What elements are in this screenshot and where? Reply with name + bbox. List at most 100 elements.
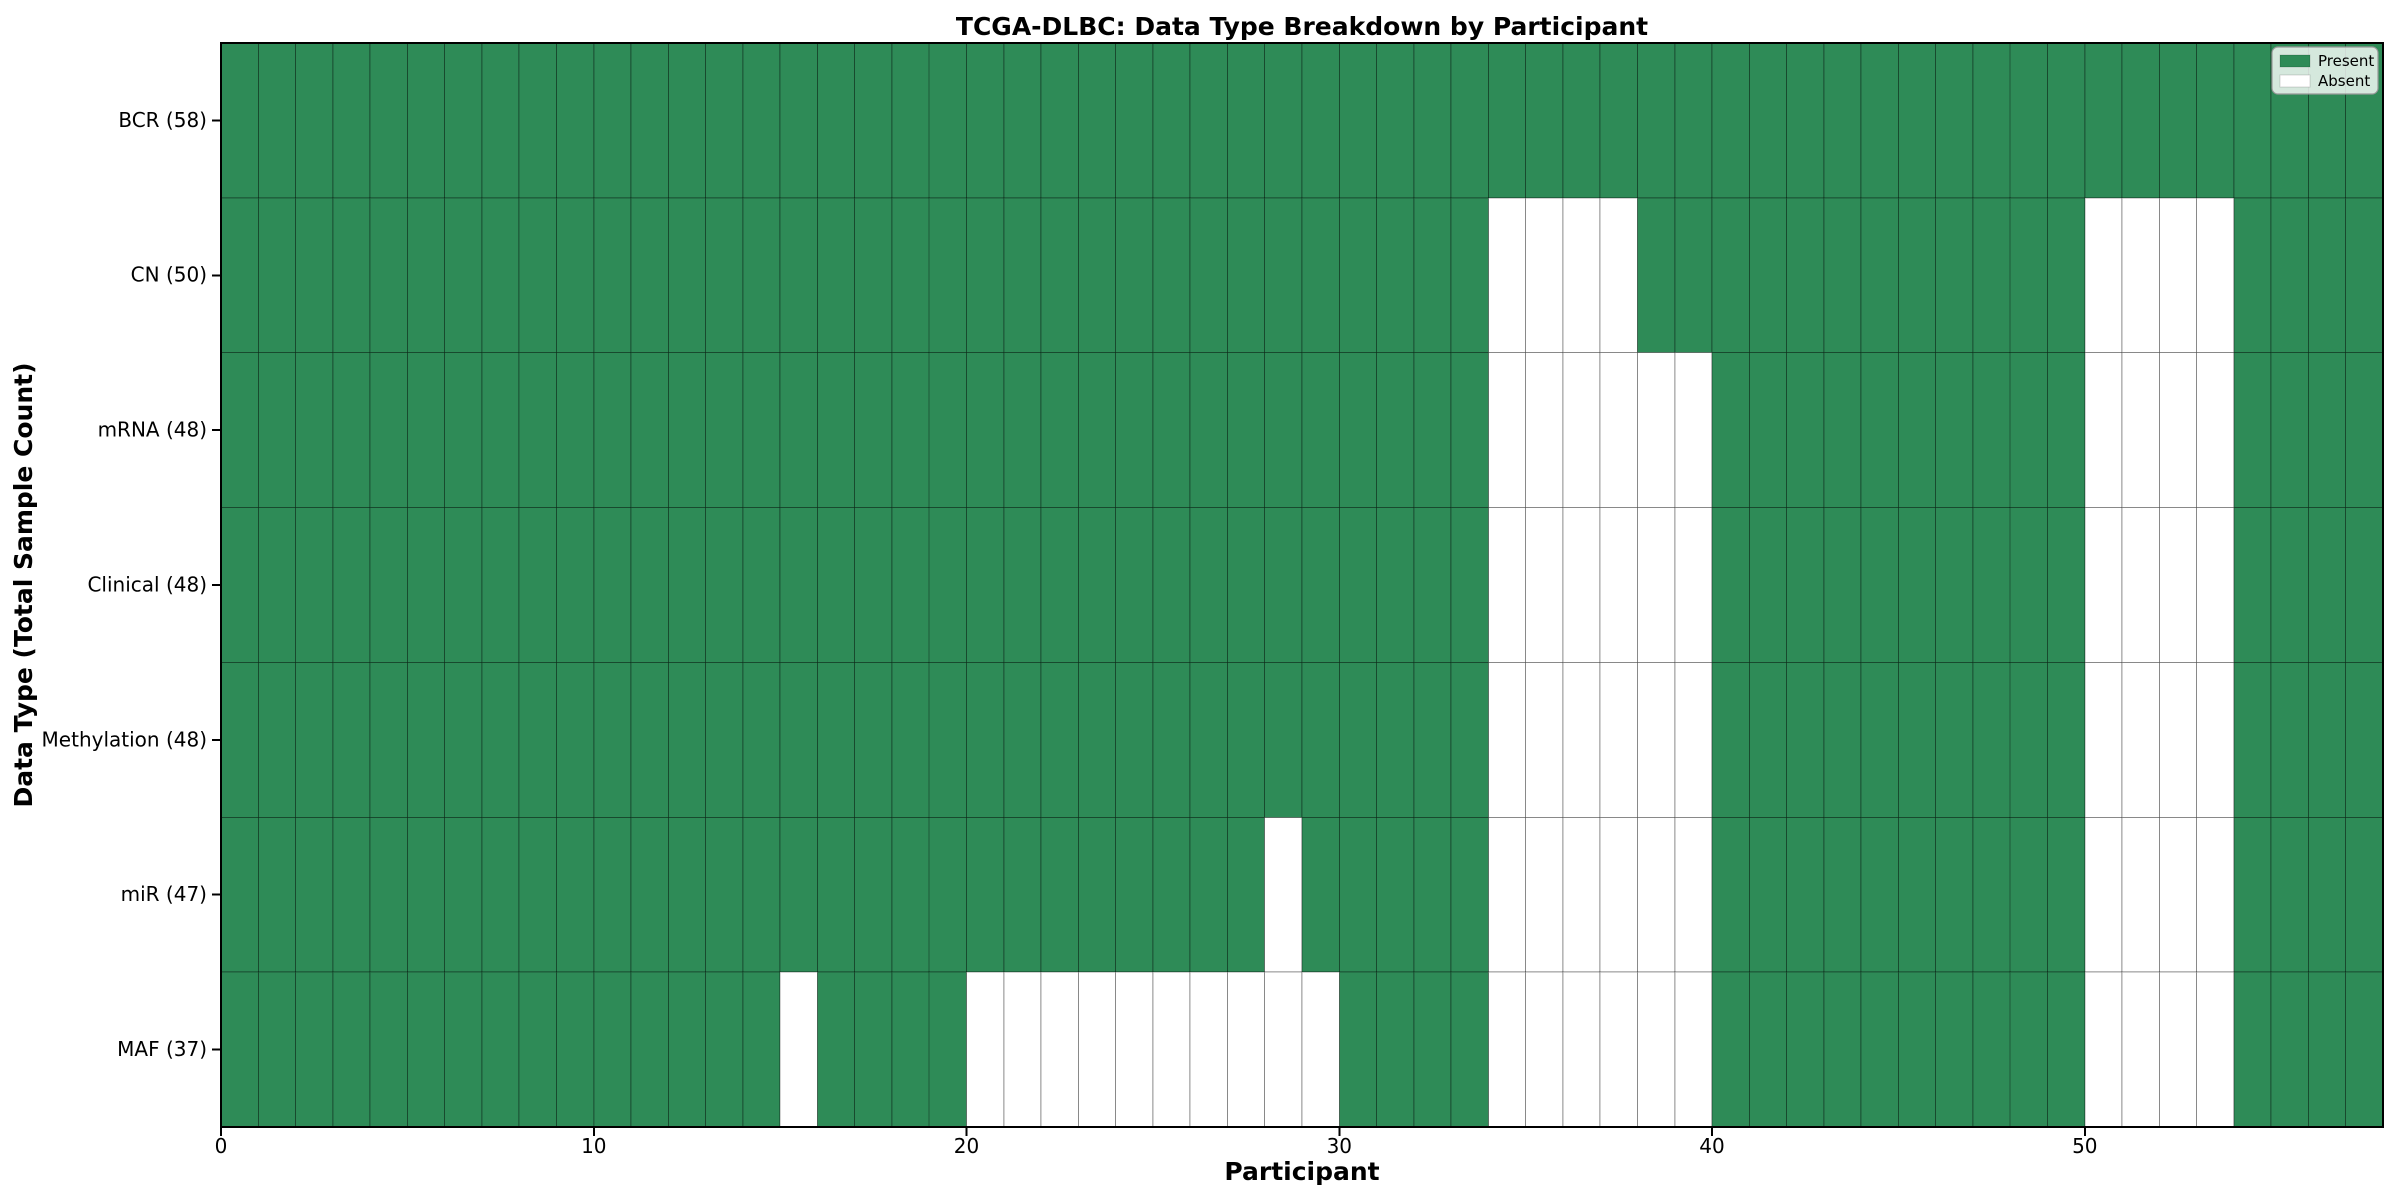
matrix-cell	[667, 42, 707, 199]
matrix-cell	[1376, 42, 1415, 199]
matrix-cell	[220, 352, 259, 509]
matrix-cell	[1935, 352, 1974, 509]
matrix-cell	[1935, 816, 1974, 973]
matrix-cell	[2233, 661, 2272, 818]
matrix-cell	[1525, 661, 1564, 818]
matrix-cell	[1301, 352, 1340, 509]
matrix-cell	[1748, 507, 1788, 663]
matrix-cell	[1077, 197, 1117, 354]
legend-present-label: Present	[2318, 52, 2374, 70]
matrix-cell	[667, 661, 707, 818]
matrix-cell	[1450, 971, 1489, 1128]
matrix-cell	[779, 661, 818, 818]
matrix-cell	[928, 352, 968, 509]
matrix-cell	[1972, 42, 2011, 199]
matrix-cell	[1338, 816, 1378, 973]
matrix-cell	[593, 352, 632, 509]
matrix-cell	[2270, 507, 2309, 663]
y-axis-label: Data Type (Total Sample Count)	[9, 362, 38, 807]
matrix-cell	[220, 197, 259, 354]
matrix-cell	[2009, 971, 2049, 1128]
matrix-cell	[1115, 507, 1154, 663]
matrix-cell	[1636, 816, 1676, 973]
matrix-cell	[481, 352, 520, 509]
matrix-cell	[705, 507, 744, 663]
matrix-cell	[1525, 971, 1564, 1128]
matrix-cells	[220, 42, 2384, 1128]
matrix-cell	[1226, 971, 1266, 1128]
matrix-cell	[1152, 661, 1191, 818]
matrix-cell	[630, 352, 669, 509]
matrix-cell	[220, 971, 259, 1128]
y-tick-label-bcr: BCR (58)	[118, 108, 207, 132]
matrix-cell	[1711, 507, 1750, 663]
matrix-cell	[1636, 661, 1676, 818]
matrix-cell	[1040, 971, 1079, 1128]
matrix-cell	[1264, 507, 1303, 663]
matrix-cell	[518, 816, 557, 973]
matrix-cell	[891, 352, 930, 509]
matrix-cell	[1562, 197, 1601, 354]
matrix-cell	[928, 971, 968, 1128]
matrix-cell	[2084, 661, 2123, 818]
matrix-cell	[444, 971, 483, 1128]
matrix-cell	[295, 42, 334, 199]
matrix-cell	[1077, 507, 1117, 663]
matrix-cell	[555, 816, 595, 973]
matrix-cell	[1860, 816, 1899, 973]
matrix-cell	[705, 197, 744, 354]
y-tick-label-mir: miR (47)	[121, 882, 207, 906]
x-tick-label-0: 0	[215, 1134, 228, 1158]
matrix-cell	[1786, 352, 1825, 509]
matrix-cell	[1226, 507, 1266, 663]
matrix-cell	[2158, 42, 2198, 199]
matrix-cell	[742, 42, 781, 199]
matrix-cell	[1115, 352, 1154, 509]
matrix-cell	[1189, 507, 1228, 663]
matrix-cell	[966, 352, 1005, 509]
matrix-cell	[1860, 507, 1899, 663]
matrix-cell	[1115, 816, 1154, 973]
matrix-cell	[1935, 661, 1974, 818]
matrix-cell	[1786, 197, 1825, 354]
matrix-cell	[1897, 352, 1937, 509]
matrix-cell	[481, 197, 520, 354]
matrix-cell	[1674, 352, 1713, 509]
matrix-cell	[332, 507, 371, 663]
matrix-cell	[742, 197, 781, 354]
matrix-cell	[2158, 816, 2198, 973]
matrix-cell	[295, 816, 334, 973]
matrix-cell	[1301, 971, 1340, 1128]
matrix-cell	[1301, 816, 1340, 973]
y-tick-label-cn: CN (50)	[131, 263, 207, 287]
matrix-cell	[332, 197, 371, 354]
matrix-cell	[2047, 661, 2086, 818]
matrix-cell	[630, 971, 669, 1128]
matrix-cell	[1450, 816, 1489, 973]
matrix-cell	[1786, 971, 1825, 1128]
matrix-cell	[1636, 352, 1676, 509]
matrix-cell	[1935, 507, 1974, 663]
x-tick-label-40: 40	[1699, 1134, 1724, 1158]
matrix-cell	[593, 971, 632, 1128]
matrix-cell	[2158, 352, 2198, 509]
matrix-cell	[816, 42, 856, 199]
matrix-cell	[2047, 352, 2086, 509]
matrix-cell	[1301, 197, 1340, 354]
matrix-cell	[2233, 352, 2272, 509]
matrix-cell	[406, 42, 446, 199]
matrix-cell	[406, 971, 446, 1128]
matrix-cell	[1376, 971, 1415, 1128]
matrix-cell	[1264, 971, 1303, 1128]
matrix-cell	[1226, 42, 1266, 199]
matrix-cell	[1972, 816, 2011, 973]
matrix-cell	[1525, 816, 1564, 973]
matrix-cell	[1748, 197, 1788, 354]
matrix-cell	[1338, 507, 1378, 663]
matrix-cell	[1077, 971, 1117, 1128]
matrix-cell	[332, 661, 371, 818]
matrix-cell	[1487, 971, 1527, 1128]
matrix-cell	[1897, 661, 1937, 818]
matrix-cell	[1562, 661, 1601, 818]
